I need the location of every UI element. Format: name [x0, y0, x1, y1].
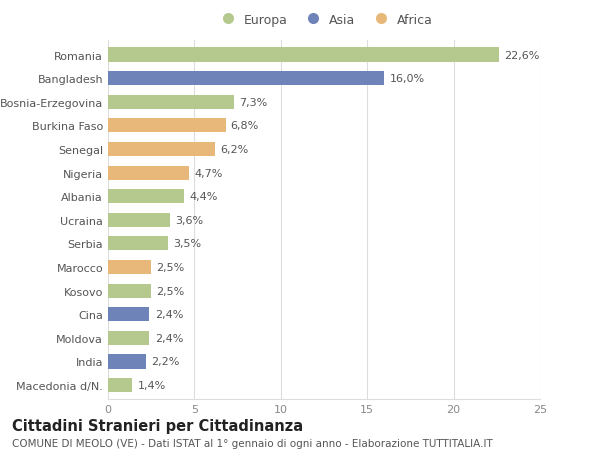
Bar [108, 72, 385, 86]
Text: 6,8%: 6,8% [230, 121, 259, 131]
Text: 2,2%: 2,2% [151, 357, 179, 367]
Text: 2,4%: 2,4% [155, 309, 183, 319]
Text: 2,5%: 2,5% [157, 263, 185, 273]
Text: 6,2%: 6,2% [220, 145, 248, 155]
Bar [108, 378, 132, 392]
Text: Cittadini Stranieri per Cittadinanza: Cittadini Stranieri per Cittadinanza [12, 418, 303, 433]
Text: COMUNE DI MEOLO (VE) - Dati ISTAT al 1° gennaio di ogni anno - Elaborazione TUTT: COMUNE DI MEOLO (VE) - Dati ISTAT al 1° … [12, 438, 493, 448]
Bar [108, 308, 149, 322]
Bar [108, 119, 226, 133]
Legend: Europa, Asia, Africa: Europa, Asia, Africa [211, 9, 437, 32]
Text: 3,5%: 3,5% [173, 239, 202, 249]
Bar [108, 48, 499, 62]
Text: 4,4%: 4,4% [189, 192, 218, 202]
Text: 3,6%: 3,6% [175, 215, 203, 225]
Text: 1,4%: 1,4% [137, 380, 166, 390]
Bar [108, 237, 169, 251]
Bar [108, 213, 170, 227]
Text: 16,0%: 16,0% [389, 74, 425, 84]
Text: 22,6%: 22,6% [504, 50, 539, 61]
Bar [108, 260, 151, 274]
Bar [108, 284, 151, 298]
Bar [108, 143, 215, 157]
Text: 2,5%: 2,5% [157, 286, 185, 296]
Bar [108, 354, 146, 369]
Bar [108, 166, 189, 180]
Text: 7,3%: 7,3% [239, 98, 268, 107]
Bar [108, 331, 149, 345]
Text: 4,7%: 4,7% [194, 168, 223, 178]
Bar [108, 190, 184, 204]
Bar [108, 95, 234, 110]
Text: 2,4%: 2,4% [155, 333, 183, 343]
